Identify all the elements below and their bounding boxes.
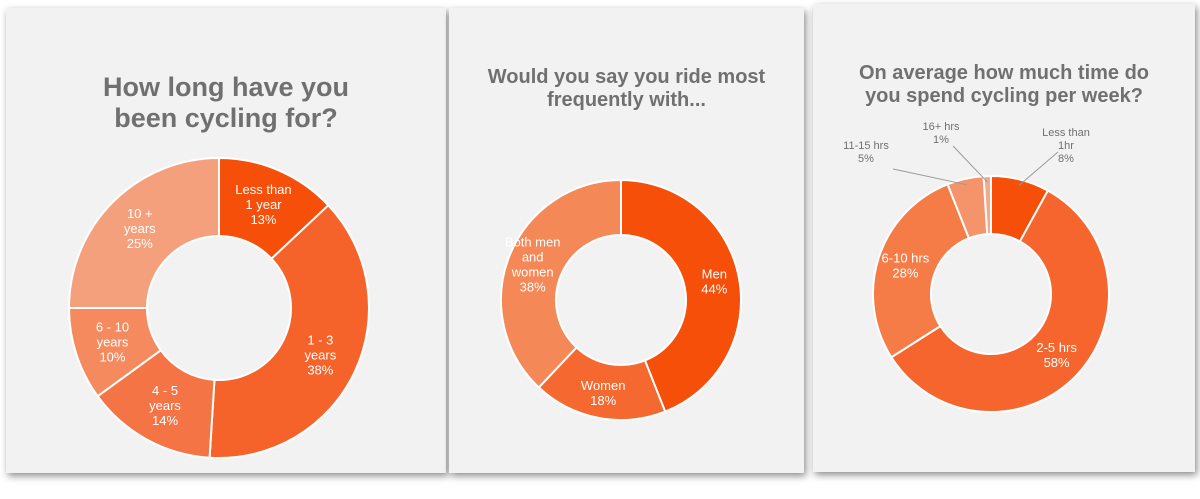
donut-slice-men (620, 178, 742, 413)
data-label-4-5-years: 4 - 5 years 14% (149, 383, 181, 428)
chart-panel-weekly-time: On average how much time do you spend cy… (813, 4, 1195, 472)
chart-title-cycling-duration: How long have you been cycling for? (102, 72, 350, 134)
donut-slice-2-5-hrs (889, 189, 1110, 413)
leader-line-less-than-1hr (1018, 151, 1059, 186)
data-label-6-10-years: 6 - 10 years 10% (96, 320, 129, 365)
chart-panel-ride-with: Would you say you ride most frequently w… (449, 8, 804, 473)
donut-slice-both-men-and-women (500, 178, 622, 389)
donut-chart-weekly-time: Less than 1hr 8% 2-5 hrs 58% 6-10 hrs 28% 11-15… (843, 121, 1110, 413)
donut-chart-cycling-duration: Less than 1 year 13% 1 - 3 years 38% 4 - 5 year… (67, 156, 370, 459)
leader-line-16-hrs (952, 145, 988, 183)
data-label-women: Women 18% (581, 378, 626, 408)
data-label-both-men-and-women: Both men and women 38% (505, 235, 561, 295)
data-label-1-3-years: 1 - 3 years 38% (304, 333, 336, 378)
donut-slice-1-3-years (208, 203, 370, 459)
data-label-11-15-hrs: 11-15 hrs 5% (843, 140, 889, 165)
data-label-less-than-1-year: Less than 1 year 13% (235, 182, 291, 227)
chart-title-ride-with: Would you say you ride most frequently w… (487, 66, 766, 111)
data-label-10-years: 10 + years 25% (124, 206, 156, 251)
donut-slice-16-hrs (982, 174, 992, 236)
data-label-2-5-hrs: 2-5 hrs 58% (1036, 340, 1077, 370)
donut-slice-10-years (67, 156, 220, 309)
donut-chart-ride-with: Men 44% Women 18% Both men and women 38% (500, 178, 742, 421)
chart-panel-cycling-duration: How long have you been cycling for? Less… (6, 8, 446, 473)
data-label-men: Men 44% (701, 267, 727, 297)
data-label-6-10-hrs: 6-10 hrs 28% (882, 251, 930, 281)
data-label-less-than-1hr: Less than 1hr 8% (1042, 127, 1090, 165)
donut-slice-6-10-hrs (872, 182, 971, 359)
data-label-16-hrs: 16+ hrs 1% (923, 121, 960, 146)
leader-line-11-15-hrs (892, 168, 967, 186)
chart-title-weekly-time: On average how much time do you spend cy… (858, 62, 1150, 107)
